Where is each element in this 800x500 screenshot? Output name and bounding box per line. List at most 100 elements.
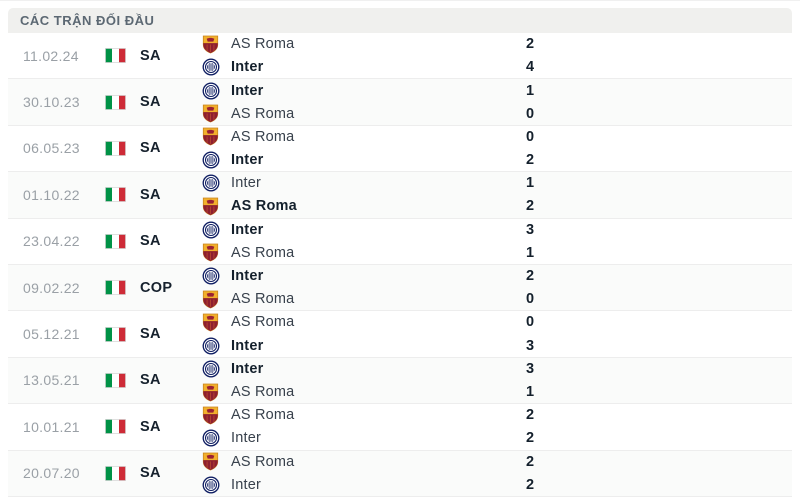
team-line: AS Roma <box>202 102 526 125</box>
team-score: 1 <box>526 175 535 192</box>
competition-label: SA <box>140 465 161 482</box>
inter-logo-icon <box>202 58 220 77</box>
widget-title: CÁC TRẬN ĐỐI ĐẦU <box>20 13 155 28</box>
as-roma-logo-icon <box>202 35 220 54</box>
competition-label: SA <box>140 372 161 389</box>
inter-logo-icon <box>202 151 220 170</box>
as-roma-logo-icon <box>202 127 220 146</box>
team-score: 2 <box>526 36 535 53</box>
inter-logo-icon <box>202 220 220 239</box>
italy-flag-icon <box>105 280 126 296</box>
team-line: AS Roma <box>202 404 526 427</box>
match-date: 01.10.22 <box>23 186 80 203</box>
competition-label: SA <box>140 94 161 111</box>
as-roma-logo-icon <box>202 406 220 425</box>
team-line: Inter <box>202 218 526 241</box>
team-line: Inter <box>202 79 526 102</box>
team-line: AS Roma <box>202 33 526 56</box>
match-date: 30.10.23 <box>23 94 80 111</box>
as-roma-logo-icon <box>202 383 220 402</box>
head-to-head-widget: CÁC TRẬN ĐỐI ĐẦU 11.02.24 SA AS Roma Inte… <box>8 8 792 497</box>
team-name: Inter <box>231 430 262 447</box>
team-column: AS Roma Inter <box>202 125 526 171</box>
team-column: AS Roma Inter <box>202 311 526 357</box>
competition-label: SA <box>140 233 161 250</box>
team-score: 2 <box>526 198 535 215</box>
team-column: AS Roma Inter <box>202 450 526 496</box>
team-score: 1 <box>526 82 535 99</box>
match-date: 11.02.24 <box>23 47 79 64</box>
team-score: 2 <box>526 453 535 470</box>
team-name: Inter <box>231 268 264 285</box>
team-name: AS Roma <box>231 36 295 53</box>
team-line: AS Roma <box>202 450 526 473</box>
team-name: AS Roma <box>231 128 295 145</box>
team-name: Inter <box>231 476 262 493</box>
team-name: Inter <box>231 337 264 354</box>
team-score: 2 <box>526 430 535 447</box>
team-score: 2 <box>526 476 535 493</box>
widget-header: CÁC TRẬN ĐỐI ĐẦU <box>8 8 792 33</box>
italy-flag-icon <box>105 419 126 435</box>
team-name: AS Roma <box>231 198 297 215</box>
competition-label: SA <box>140 140 161 157</box>
match-date: 20.07.20 <box>23 465 80 482</box>
inter-logo-icon <box>202 429 220 448</box>
inter-logo-icon <box>202 359 220 378</box>
italy-flag-icon <box>105 140 126 156</box>
inter-logo-icon <box>202 336 220 355</box>
as-roma-logo-icon <box>202 243 220 262</box>
inter-logo-icon <box>202 81 220 100</box>
italy-flag-icon <box>105 372 126 388</box>
match-row[interactable]: 11.02.24 SA AS Roma Inter 2 4 <box>8 33 792 80</box>
team-name: Inter <box>231 175 262 192</box>
team-column: Inter AS Roma <box>202 357 526 403</box>
team-column: AS Roma Inter <box>202 33 526 79</box>
competition-label: SA <box>140 47 161 64</box>
as-roma-logo-icon <box>202 452 220 471</box>
team-line: Inter <box>202 473 526 496</box>
match-date: 23.04.22 <box>23 233 80 250</box>
team-name: Inter <box>231 152 264 169</box>
team-name: AS Roma <box>231 105 295 122</box>
italy-flag-icon <box>105 94 126 110</box>
italy-flag-icon <box>105 326 126 342</box>
competition-label: SA <box>140 418 161 435</box>
team-line: AS Roma <box>202 195 526 218</box>
team-line: Inter <box>202 264 526 287</box>
match-date: 06.05.23 <box>23 140 80 157</box>
team-line: AS Roma <box>202 241 526 264</box>
team-name: AS Roma <box>231 314 295 331</box>
team-line: Inter <box>202 357 526 380</box>
competition-label: COP <box>140 279 173 296</box>
match-date: 05.12.21 <box>23 326 80 343</box>
team-score: 0 <box>526 291 535 308</box>
team-score: 0 <box>526 128 535 145</box>
competition-label: SA <box>140 186 161 203</box>
team-line: Inter <box>202 334 526 357</box>
team-score: 2 <box>526 407 535 424</box>
as-roma-logo-icon <box>202 104 220 123</box>
team-score: 4 <box>526 59 535 76</box>
team-score: 0 <box>526 105 535 122</box>
team-score: 1 <box>526 244 535 261</box>
competition-label: SA <box>140 326 161 343</box>
